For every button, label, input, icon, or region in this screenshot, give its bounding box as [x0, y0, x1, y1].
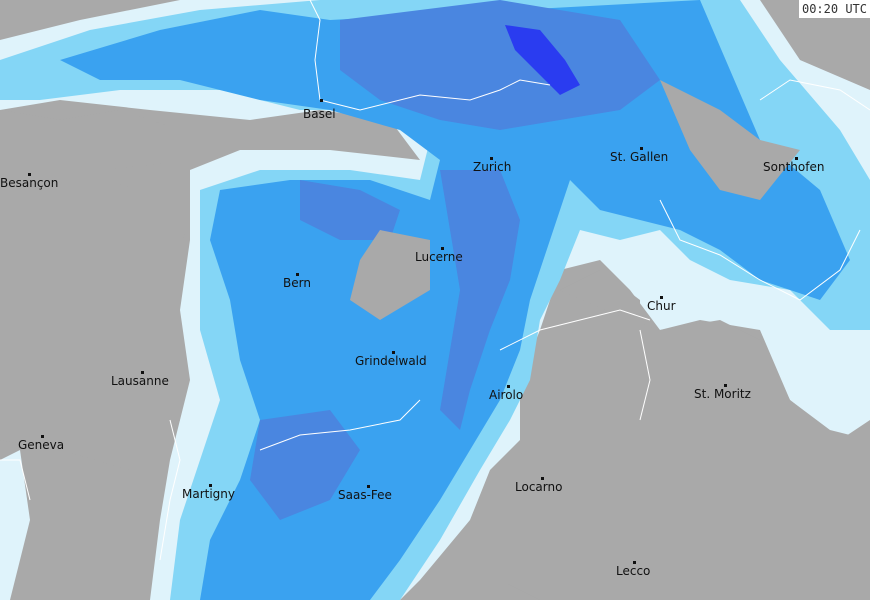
- city-dot: [296, 273, 299, 276]
- city-label-lecco[interactable]: Lecco: [616, 564, 651, 578]
- city-dot: [633, 561, 636, 564]
- city-label-saas-fee[interactable]: Saas-Fee: [338, 488, 392, 502]
- precip-heavy: [250, 0, 660, 520]
- city-label-sonthofen[interactable]: Sonthofen: [763, 160, 825, 174]
- city-dot: [441, 247, 444, 250]
- city-label-st-moritz[interactable]: St. Moritz: [694, 387, 751, 401]
- city-label-basel[interactable]: Basel: [303, 107, 336, 121]
- city-dot: [41, 435, 44, 438]
- city-label-geneva[interactable]: Geneva: [18, 438, 65, 452]
- city-label-st-gallen[interactable]: St. Gallen: [610, 150, 669, 164]
- city-dot: [209, 484, 212, 487]
- city-label-besancon[interactable]: Besançon: [0, 176, 59, 190]
- city-dot: [795, 157, 798, 160]
- city-dot: [541, 477, 544, 480]
- city-label-locarno[interactable]: Locarno: [515, 480, 563, 494]
- city-dot: [507, 385, 510, 388]
- city-dot: [141, 371, 144, 374]
- city-label-martigny[interactable]: Martigny: [182, 487, 236, 501]
- borders: [0, 0, 870, 561]
- land-gaps: [0, 80, 870, 600]
- city-dot: [490, 157, 493, 160]
- city-dot: [392, 351, 395, 354]
- city-label-chur[interactable]: Chur: [647, 299, 676, 313]
- city-label-airolo[interactable]: Airolo: [489, 388, 524, 402]
- city-dot: [660, 296, 663, 299]
- city-dot: [320, 99, 323, 102]
- city-dot: [28, 173, 31, 176]
- city-label-grindelwald[interactable]: Grindelwald: [355, 354, 427, 368]
- city-dot: [724, 384, 727, 387]
- timestamp-label: 00:20 UTC: [798, 0, 870, 18]
- city-dot: [640, 147, 643, 150]
- city-label-zurich[interactable]: Zurich: [473, 160, 512, 174]
- city-label-lausanne[interactable]: Lausanne: [111, 374, 169, 388]
- city-dot: [367, 485, 370, 488]
- precip-very-heavy: [505, 25, 580, 95]
- city-label-lucerne[interactable]: Lucerne: [415, 250, 463, 264]
- city-label-bern[interactable]: Bern: [283, 276, 311, 290]
